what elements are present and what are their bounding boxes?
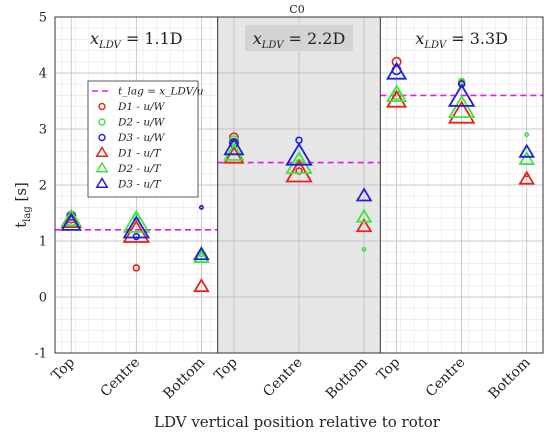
legend-swatch-circle bbox=[98, 102, 106, 111]
legend-entry-label: D1 - u/W bbox=[117, 101, 166, 113]
marker-d2-u-t bbox=[223, 142, 245, 161]
marker-d3-u-t bbox=[285, 142, 313, 166]
legend-swatch-circle bbox=[98, 118, 106, 126]
section-label-1: xLDV = 1.1D bbox=[90, 29, 183, 51]
legend-entry-label: D2 - u/W bbox=[117, 117, 166, 129]
x-tick-label: Bottom bbox=[323, 355, 371, 403]
legend-box bbox=[87, 80, 199, 198]
x-axis-label: LDV vertical position relative to rotor bbox=[154, 413, 441, 431]
marker-d3-u-w bbox=[457, 80, 466, 88]
legend: t_lag = x_LDV/u D1 - u/W D2 - u/W D3 - u/W D… bbox=[87, 80, 204, 198]
y-tick-label: -1 bbox=[34, 347, 47, 362]
marker-d3-u-t bbox=[122, 215, 151, 239]
marker-d1-u-t bbox=[355, 218, 373, 233]
marker-d2-u-t bbox=[518, 150, 536, 165]
marker-d2-u-t bbox=[122, 209, 151, 233]
x-tick-label: Bottom bbox=[160, 355, 208, 403]
chart-title: C0 bbox=[289, 3, 304, 16]
marker-d3-u-t bbox=[223, 137, 245, 156]
x-tick-label: Top bbox=[374, 354, 403, 383]
markers-layer bbox=[60, 56, 536, 293]
y-axis-label: tlag [s] bbox=[12, 182, 33, 228]
section-label-2: xLDV = 2.2D bbox=[253, 29, 346, 51]
x-tick-label: Centre bbox=[97, 355, 143, 401]
legend-swatch-triangle bbox=[95, 177, 109, 189]
marker-d1-u-t bbox=[447, 100, 476, 124]
plot-frame bbox=[54, 16, 544, 354]
x-tick-label: Top bbox=[211, 354, 240, 383]
section-label-3: xLDV = 3.3D bbox=[415, 29, 508, 51]
marker-d2-u-t bbox=[285, 150, 313, 174]
marker-d1-u-t bbox=[285, 159, 313, 183]
y-tick-label: 4 bbox=[39, 67, 47, 82]
marker-d3-u-t bbox=[447, 83, 476, 107]
marker-d1-u-t bbox=[518, 170, 536, 185]
marker-d3-u-w bbox=[132, 232, 141, 241]
marker-d3-u-t bbox=[60, 212, 82, 231]
grid-layer bbox=[55, 16, 543, 354]
legend-swatch-triangle bbox=[95, 161, 109, 173]
marker-d3-u-t bbox=[193, 246, 210, 261]
x-tick-label: Centre bbox=[423, 355, 469, 401]
marker-d3-u-t bbox=[518, 143, 536, 158]
marker-d3-u-t bbox=[385, 61, 408, 80]
section-label-box bbox=[245, 25, 353, 51]
marker-d2-u-t bbox=[193, 248, 210, 263]
marker-d3-u-w bbox=[198, 204, 204, 210]
legend-entry-label: D1 - u/T bbox=[117, 148, 162, 160]
marker-d2-u-w bbox=[524, 132, 530, 138]
x-tick-label: Top bbox=[49, 354, 78, 383]
marker-d2-u-t bbox=[355, 208, 373, 223]
y-tick-label: 5 bbox=[39, 11, 47, 26]
x-tick-label: Centre bbox=[260, 355, 306, 401]
frame-layer bbox=[54, 16, 544, 354]
legend-entry-label: t_lag = x_LDV/u bbox=[118, 86, 204, 98]
marker-d1-u-w bbox=[132, 264, 141, 272]
marker-d2-u-t bbox=[60, 208, 82, 227]
y-tick-label: 1 bbox=[39, 235, 47, 250]
marker-d2-u-t bbox=[385, 84, 408, 102]
legend-entry-label: D3 - u/W bbox=[117, 132, 166, 144]
marker-d1-u-t bbox=[193, 278, 210, 293]
legend-entry-label: D3 - u/T bbox=[117, 179, 162, 191]
marker-d2-u-t bbox=[447, 94, 476, 118]
marker-d2-u-w bbox=[361, 246, 367, 252]
legend-entry-label: D2 - u/T bbox=[117, 163, 162, 175]
y-tick-label: 3 bbox=[39, 123, 47, 138]
marker-d1-u-t bbox=[385, 89, 408, 108]
legend-swatch-circle bbox=[98, 133, 106, 142]
marker-d1-u-w bbox=[228, 132, 239, 143]
y-tick-label: 2 bbox=[39, 179, 47, 194]
x-tick-label: Bottom bbox=[486, 355, 534, 403]
marker-d3-u-t bbox=[355, 187, 373, 202]
legend-swatch-triangle bbox=[95, 146, 109, 158]
y-tick-label: 0 bbox=[39, 291, 47, 306]
